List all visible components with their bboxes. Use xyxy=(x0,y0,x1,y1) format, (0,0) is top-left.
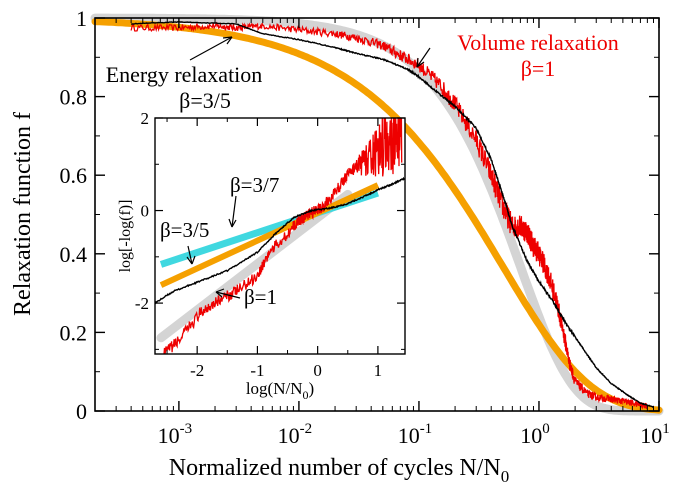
inset-plot-frame xyxy=(154,117,406,355)
main-x-tick-label: 10-1 xyxy=(398,421,433,448)
main-x-tick-label: 10-2 xyxy=(278,421,313,448)
main-y-tick-label: 0.2 xyxy=(60,320,88,345)
energy-arrow-head xyxy=(222,36,233,45)
energy-arrow-line xyxy=(189,36,233,61)
inset-annotation-beta-3-7: β=3/7 xyxy=(230,173,279,197)
main-y-tick-label: 0.8 xyxy=(60,85,88,110)
inset-x-tick-label: 0 xyxy=(313,361,322,380)
inset-ticks-group: -2 -1 0 1 -2 0 2 xyxy=(135,109,405,380)
inset-y-tick-label: 0 xyxy=(141,202,150,221)
volume-arrow-head xyxy=(416,57,425,68)
inset-series-beta35-fit xyxy=(159,182,380,288)
main-series-energy-relaxation xyxy=(130,20,655,409)
inset-arrow-3-7-head xyxy=(228,218,237,228)
main-x-tick-label: 101 xyxy=(640,421,670,448)
annotation-volume-beta: β=1 xyxy=(521,56,556,81)
inset-series-beta1-fit xyxy=(156,189,353,343)
main-y-tick-label: 1 xyxy=(76,6,87,31)
main-series-beta35-fit xyxy=(91,18,663,414)
inset-x-tick-label: 1 xyxy=(374,361,383,380)
inset-y-tick-label: -2 xyxy=(135,294,149,313)
inset-arrow-3-5-line xyxy=(187,245,193,265)
inset-arrow-3-5-head xyxy=(186,255,196,265)
annotation-energy-relaxation: Energy relaxation xyxy=(106,62,263,87)
main-x-tick-label: 10-3 xyxy=(158,421,193,448)
inset-x-tick-label: -1 xyxy=(250,361,264,380)
inset-y-axis-label: log[-log(f)] xyxy=(117,200,134,273)
inset-arrow-1-head xyxy=(215,288,225,298)
main-y-tick-label: 0.6 xyxy=(60,163,88,188)
main-series-volume-relaxation xyxy=(130,21,649,410)
inset-series-group xyxy=(154,117,406,355)
inset-annotation-beta-3-5: β=3/5 xyxy=(160,218,209,242)
inset-annotation-beta-1: β=1 xyxy=(244,285,277,309)
inset-y-tick-label: 2 xyxy=(141,109,150,128)
inset-series-energy-data xyxy=(154,176,406,305)
main-x-tick-label: 100 xyxy=(520,421,550,448)
inset-x-axis-label: log(N/N0) xyxy=(246,379,314,402)
inset-series-volume-data xyxy=(163,117,403,355)
main-y-axis-label: Relaxation function f xyxy=(10,112,36,316)
main-x-axis-label: Normalized number of cycles N/N0 xyxy=(169,455,509,486)
main-y-tick-label: 0.4 xyxy=(60,242,88,267)
volume-arrow-line xyxy=(416,47,431,68)
main-y-tick-label: 0 xyxy=(76,399,87,424)
inset-x-tick-label: -2 xyxy=(190,361,204,380)
inset-arrow-3-7-line xyxy=(231,195,237,228)
inset-arrow-1-line xyxy=(215,291,241,299)
annotation-energy-beta: β=3/5 xyxy=(179,88,231,113)
annotation-volume-relaxation: Volume relaxation xyxy=(457,30,619,55)
